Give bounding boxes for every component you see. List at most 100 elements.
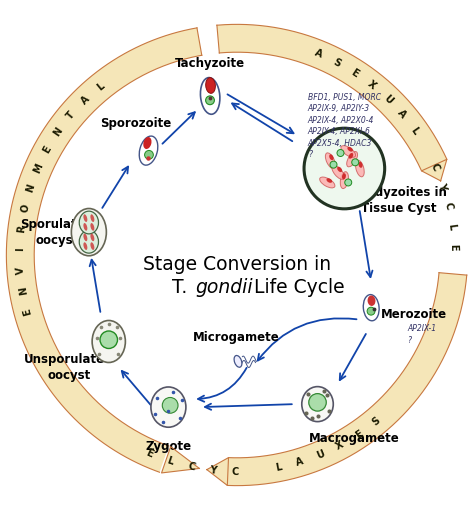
Ellipse shape: [358, 162, 363, 168]
Text: L: L: [95, 81, 106, 93]
Ellipse shape: [347, 147, 353, 152]
Circle shape: [345, 179, 352, 186]
Text: N: N: [25, 183, 37, 193]
Text: N: N: [18, 286, 29, 296]
Text: Y: Y: [437, 181, 448, 191]
Text: E: E: [41, 145, 54, 155]
Ellipse shape: [206, 77, 215, 93]
Text: E: E: [22, 306, 33, 316]
Text: Zygote: Zygote: [146, 440, 191, 454]
Circle shape: [145, 151, 154, 159]
Text: I: I: [15, 247, 26, 251]
Text: T.: T.: [172, 278, 193, 297]
Text: E: E: [448, 244, 459, 251]
Ellipse shape: [91, 214, 94, 222]
Ellipse shape: [201, 77, 220, 114]
Text: AP2IX-1
?: AP2IX-1 ?: [407, 324, 436, 345]
Ellipse shape: [327, 178, 332, 183]
Circle shape: [206, 96, 214, 105]
Circle shape: [337, 150, 344, 156]
Ellipse shape: [83, 214, 87, 222]
Circle shape: [100, 331, 118, 349]
Text: A: A: [295, 457, 305, 468]
Polygon shape: [421, 159, 447, 181]
Text: M: M: [32, 162, 45, 175]
Ellipse shape: [92, 321, 126, 362]
Ellipse shape: [319, 177, 335, 188]
Text: E: E: [145, 447, 155, 459]
Text: L: L: [409, 125, 420, 136]
Text: X: X: [334, 439, 346, 452]
Ellipse shape: [79, 231, 99, 253]
Text: N: N: [52, 126, 65, 138]
Ellipse shape: [151, 387, 186, 427]
Ellipse shape: [72, 209, 106, 256]
Ellipse shape: [234, 355, 242, 367]
Ellipse shape: [363, 295, 379, 321]
Ellipse shape: [143, 137, 152, 149]
Text: O: O: [19, 203, 31, 213]
Ellipse shape: [332, 165, 345, 179]
Polygon shape: [228, 273, 467, 486]
Ellipse shape: [346, 152, 357, 167]
Ellipse shape: [83, 234, 87, 241]
Text: C: C: [429, 161, 441, 172]
Ellipse shape: [367, 295, 375, 306]
Ellipse shape: [340, 172, 348, 188]
Text: U: U: [315, 449, 326, 461]
Text: Stage Conversion in: Stage Conversion in: [143, 256, 331, 274]
Text: Life Cycle: Life Cycle: [248, 278, 345, 297]
Polygon shape: [207, 458, 228, 486]
Text: A: A: [313, 48, 324, 60]
Ellipse shape: [302, 387, 333, 421]
Ellipse shape: [342, 173, 346, 179]
Text: U: U: [381, 93, 394, 105]
Polygon shape: [162, 446, 200, 473]
Circle shape: [367, 307, 375, 315]
Ellipse shape: [349, 153, 353, 159]
Polygon shape: [217, 24, 447, 171]
Text: Unsporulated
oocyst: Unsporulated oocyst: [24, 353, 114, 382]
Circle shape: [162, 398, 178, 413]
Ellipse shape: [79, 211, 99, 234]
Circle shape: [309, 393, 326, 411]
Circle shape: [352, 159, 359, 166]
Text: C: C: [443, 202, 454, 211]
Text: L: L: [274, 462, 283, 473]
Text: V: V: [16, 266, 26, 274]
Ellipse shape: [325, 153, 336, 168]
Text: E: E: [353, 428, 365, 440]
Text: Microgamete: Microgamete: [192, 331, 279, 344]
Ellipse shape: [356, 160, 364, 177]
Text: S: S: [332, 56, 343, 69]
Text: Y: Y: [209, 465, 217, 476]
Text: C: C: [231, 467, 238, 477]
Ellipse shape: [91, 234, 94, 241]
Text: X: X: [366, 79, 378, 92]
Text: A: A: [396, 108, 408, 120]
Text: S: S: [370, 415, 382, 427]
Text: L: L: [447, 223, 457, 231]
Text: Tachyzoite: Tachyzoite: [175, 56, 245, 70]
Text: Merozoite: Merozoite: [381, 308, 447, 321]
Text: gondii: gondii: [195, 278, 253, 297]
Text: Macrogamete: Macrogamete: [309, 433, 400, 445]
Polygon shape: [6, 28, 202, 472]
Ellipse shape: [329, 154, 334, 160]
Text: A: A: [79, 94, 91, 106]
Ellipse shape: [83, 223, 87, 231]
Text: Bradyzoites in
Tissue Cyst: Bradyzoites in Tissue Cyst: [352, 186, 447, 215]
Text: C: C: [187, 461, 196, 472]
Text: Sporozoite: Sporozoite: [100, 117, 171, 130]
Text: BFD1, PUS1, MORC
AP2IX-9, AP2IY-3
AP2IX-4, AP2X0-4
AP2IY-4, AP2XI-6
AP2X5-4, HDA: BFD1, PUS1, MORC AP2IX-9, AP2IY-3 AP2IX-…: [308, 93, 381, 159]
Ellipse shape: [83, 242, 87, 250]
Text: Sporulated
oocyst: Sporulated oocyst: [20, 218, 93, 247]
Circle shape: [304, 128, 385, 209]
Ellipse shape: [91, 223, 94, 231]
Ellipse shape: [341, 146, 356, 157]
Text: E: E: [349, 67, 361, 79]
Text: R: R: [17, 224, 27, 233]
Text: L: L: [165, 456, 174, 467]
Ellipse shape: [139, 136, 158, 165]
Text: T: T: [65, 110, 77, 122]
